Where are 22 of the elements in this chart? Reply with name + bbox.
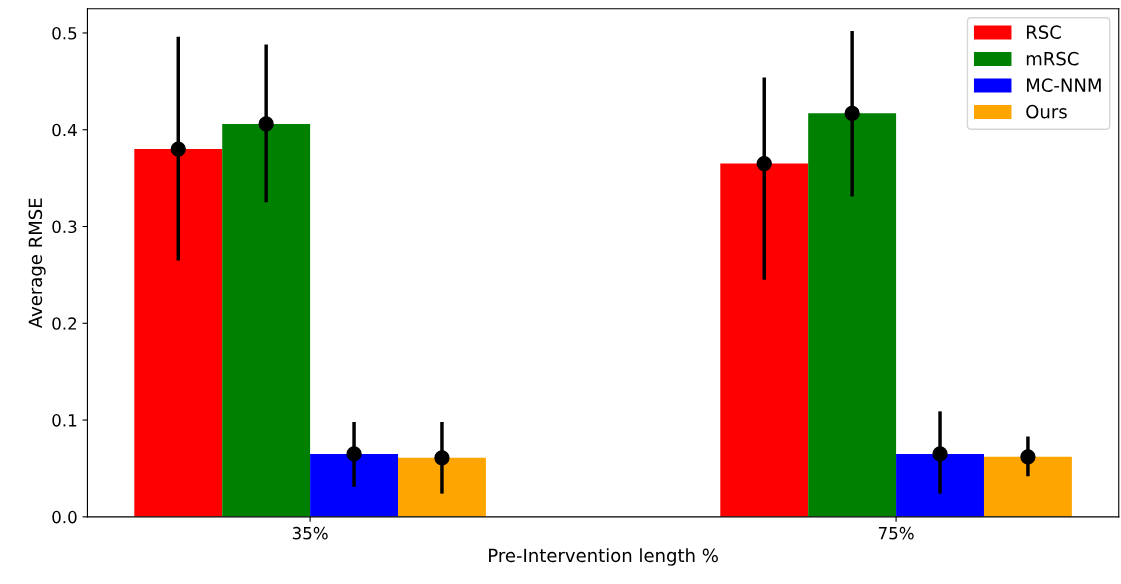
x-tick-label: 35%: [292, 526, 328, 540]
bar: [134, 149, 223, 517]
y-tick-label: 0.4: [52, 123, 77, 137]
y-tick-label: 0.3: [52, 220, 77, 234]
bar: [222, 123, 311, 517]
y-tick-label: 0.5: [52, 26, 77, 40]
y-tick-label: 0.0: [52, 510, 77, 524]
legend-label: MC-NNM: [1026, 78, 1101, 92]
y-tick-label: 0.1: [52, 414, 77, 427]
bar: [983, 456, 1072, 517]
legend-label: mRSC: [1026, 51, 1079, 66]
bar: [398, 457, 486, 517]
legend-label: Ours: [1026, 104, 1067, 119]
bar: [720, 163, 809, 517]
y-tick-label: 0.2: [52, 317, 77, 330]
legend-label: RSC: [1026, 25, 1061, 39]
bar: [808, 113, 897, 517]
x-tick-label: 75%: [878, 526, 914, 540]
bar: [896, 453, 984, 517]
x-axis-title: Pre-Intervention length %: [489, 548, 718, 566]
y-axis-title: Average RMSE: [28, 198, 46, 329]
bar: [310, 453, 399, 517]
